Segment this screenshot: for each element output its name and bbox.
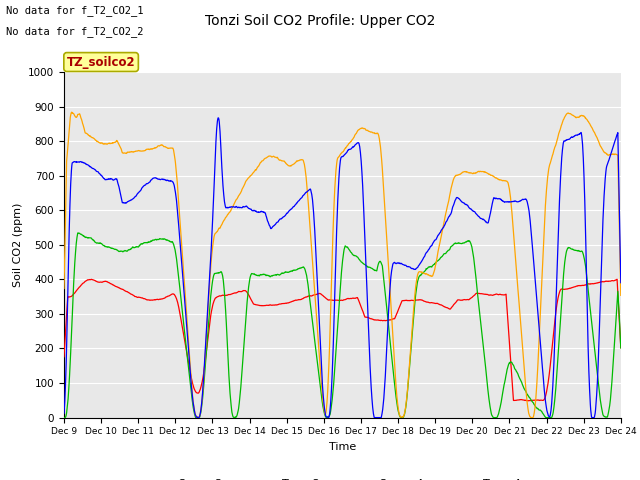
X-axis label: Time: Time	[329, 442, 356, 452]
Text: No data for f_T2_CO2_2: No data for f_T2_CO2_2	[6, 26, 144, 37]
Y-axis label: Soil CO2 (ppm): Soil CO2 (ppm)	[13, 203, 22, 287]
Text: TZ_soilco2: TZ_soilco2	[67, 56, 136, 69]
Text: Tonzi Soil CO2 Profile: Upper CO2: Tonzi Soil CO2 Profile: Upper CO2	[205, 14, 435, 28]
Legend: Open -2cm, Tree -2cm, Open -4cm, Tree -4cm: Open -2cm, Tree -2cm, Open -4cm, Tree -4…	[143, 475, 542, 480]
Text: No data for f_T2_CO2_1: No data for f_T2_CO2_1	[6, 5, 144, 16]
